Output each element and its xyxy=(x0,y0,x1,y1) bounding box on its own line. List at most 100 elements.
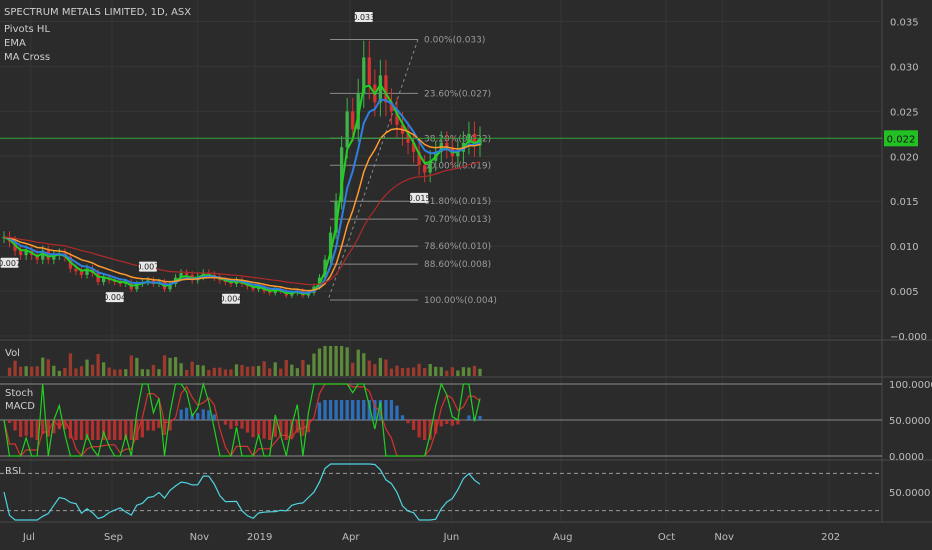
indicator-ema[interactable]: EMA xyxy=(4,38,26,49)
candle-body xyxy=(79,271,84,275)
volume-bar xyxy=(118,369,122,376)
indicator-ma-cross[interactable]: MA Cross xyxy=(4,52,51,63)
pivot-labels: 0.007 0.004 0.007 0.004 0.033 0.015 xyxy=(0,11,431,304)
volume-bar xyxy=(467,367,471,376)
volume-bar xyxy=(168,357,172,376)
candle-body xyxy=(456,151,460,157)
candle-body xyxy=(445,142,449,148)
indicator-pivots-hl[interactable]: Pivots HL xyxy=(4,24,51,35)
volume-bar xyxy=(378,357,383,376)
candle-body xyxy=(362,57,366,94)
macd-histogram-bar xyxy=(339,400,344,420)
stoch-tick-label: 50.0000 xyxy=(889,416,930,427)
volume-bar xyxy=(356,349,360,376)
volume-bar xyxy=(185,370,189,376)
macd-histogram-bar xyxy=(334,400,338,420)
macd-histogram-bar xyxy=(185,407,189,420)
candle-body xyxy=(168,283,172,290)
volume-bar xyxy=(472,365,477,376)
candle-body xyxy=(423,165,427,173)
moving-averages xyxy=(3,82,481,295)
macd-histogram-bar xyxy=(129,420,133,440)
macd-histogram-bar xyxy=(400,415,405,420)
macd-histogram-bar xyxy=(450,420,454,426)
macd-histogram-bar xyxy=(245,420,250,433)
macd-histogram-bar xyxy=(46,420,50,437)
volume-bar xyxy=(35,366,39,376)
volume-bar xyxy=(179,363,183,376)
volume-bar xyxy=(240,364,244,376)
volume-bar xyxy=(428,364,432,376)
macd-histogram-bar xyxy=(162,420,167,435)
volume-bar xyxy=(18,366,23,376)
stoch-macd-pane: Stoch MACD 100.0000 50.0000 0.0000 xyxy=(0,380,932,463)
time-tick-label: Oct xyxy=(658,532,675,543)
volume-bar xyxy=(151,364,156,376)
macd-histogram-bar xyxy=(423,420,427,440)
macd-histogram-bar xyxy=(306,420,311,433)
volume-bar xyxy=(345,347,349,376)
macd-histogram-bar xyxy=(345,400,349,420)
pane-separators xyxy=(0,0,932,523)
volume-bar xyxy=(173,357,178,376)
volume-bar xyxy=(423,368,427,376)
volume-bar xyxy=(295,368,299,376)
current-price-label: 0.022 xyxy=(887,134,916,145)
macd-histogram-bar xyxy=(24,420,28,436)
candle-body xyxy=(101,277,106,283)
volume-bar xyxy=(85,359,89,376)
macd-histogram-bar xyxy=(146,420,150,431)
volume-bar xyxy=(417,363,421,376)
macd-histogram-bar xyxy=(434,420,438,434)
pivot-label: 0.015 xyxy=(408,194,431,203)
candle-body xyxy=(389,102,394,112)
macd-histogram-bar xyxy=(478,415,482,420)
volume-bar xyxy=(362,353,366,376)
macd-histogram-bar xyxy=(378,400,383,420)
macd-histogram-bar xyxy=(157,420,161,428)
time-tick-label: Apr xyxy=(342,532,360,543)
price-tick-label: 0.035 xyxy=(890,17,919,28)
macd-histogram-bar xyxy=(295,420,299,433)
candle-body xyxy=(41,250,45,260)
volume-bar xyxy=(234,364,239,376)
candle-body xyxy=(290,292,294,296)
fib-level-label: 0.00%(0.033) xyxy=(424,35,485,45)
candle-body xyxy=(85,268,89,275)
pivot-label: 0.004 xyxy=(103,293,126,302)
time-tick-label: 202 xyxy=(821,532,840,543)
macd-histogram-bar xyxy=(41,420,45,434)
time-axis: Jul Sep Nov 2019 Apr Jun Aug Oct Nov 202 xyxy=(22,532,840,543)
volume-bar xyxy=(63,367,67,376)
macd-histogram-bar xyxy=(284,420,288,440)
volume-bar xyxy=(52,365,56,376)
price-tick-label: 0.025 xyxy=(890,107,919,118)
volume-bar xyxy=(279,368,283,376)
time-tick-label: Jul xyxy=(22,532,35,543)
macd-histogram-bar xyxy=(417,420,421,438)
volume-bar xyxy=(367,360,371,376)
stoch-tick-label: 100.0000 xyxy=(889,380,932,391)
volume-bar xyxy=(101,362,106,376)
time-tick-label: Nov xyxy=(714,532,734,543)
candle-body xyxy=(472,133,477,146)
macd-histogram-bar xyxy=(35,420,39,440)
macd-histogram-bar xyxy=(201,409,205,420)
macd-histogram-bar xyxy=(445,420,449,424)
price-tick-label: −0.000 xyxy=(890,332,927,343)
macd-histogram-bar xyxy=(229,420,233,429)
volume-bar xyxy=(317,348,322,376)
macd-histogram-bar xyxy=(74,420,78,440)
macd-histogram-bar xyxy=(262,420,266,439)
macd-histogram-bar xyxy=(63,420,67,430)
candle-body xyxy=(428,160,432,173)
pivot-label: 0.004 xyxy=(219,295,242,304)
macd-histogram-bar xyxy=(411,420,416,431)
volume-bar xyxy=(90,364,95,376)
volume-bar xyxy=(162,355,167,376)
candle-body xyxy=(135,283,139,290)
volume-bar xyxy=(13,360,17,376)
macd-histogram-bar xyxy=(107,420,111,440)
macd-histogram-bar xyxy=(113,420,117,440)
volume-bar xyxy=(245,366,250,376)
